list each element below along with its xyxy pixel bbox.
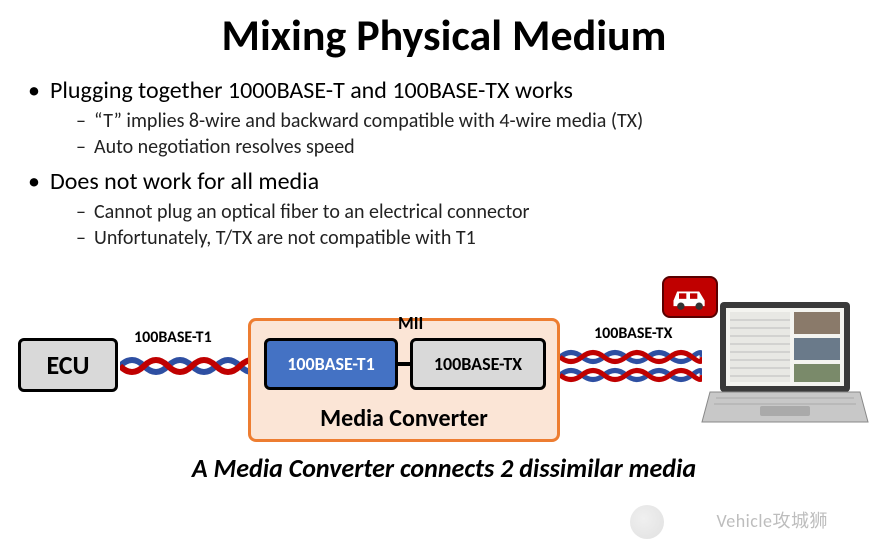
bullet-sub: Unfortunately, T/TX are not compatible w… [28,226,860,250]
bullet-main: Plugging together 1000BASE-T and 100BASE… [28,76,860,105]
media-converter-label: Media Converter [251,404,557,433]
bullet-content: Plugging together 1000BASE-T and 100BASE… [0,76,888,250]
cable-left-label: 100BASE-T1 [134,328,212,347]
cable-left [120,354,264,378]
watermark-text: Vehicle攻城狮 [716,507,828,533]
t1-inner-box: 100BASE-T1 [264,338,398,390]
watermark-logo [630,505,664,539]
bullet-sub: Auto negotiation resolves speed [28,135,860,159]
tx-label: 100BASE-TX [434,353,522,375]
laptop-icon [700,294,870,434]
ecu-label: ECU [46,349,89,381]
bullet-sub: “T” implies 8-wire and backward compatib… [28,109,860,133]
cable-right-label: 100BASE-TX [594,324,672,343]
mii-connector [398,362,410,366]
t1-label: 100BASE-T1 [287,353,374,375]
cable-right [560,348,702,384]
mii-label: MII [398,312,423,334]
bullet-main: Does not work for all media [28,167,860,196]
ecu-box: ECU [18,338,118,392]
tx-inner-box: 100BASE-TX [410,338,546,390]
diagram-area: ECU 100BASE-T1 Media Converter 100BASE-T… [0,258,888,458]
slide-title: Mixing Physical Medium [0,0,888,76]
bullet-sub: Cannot plug an optical fiber to an elect… [28,200,860,224]
